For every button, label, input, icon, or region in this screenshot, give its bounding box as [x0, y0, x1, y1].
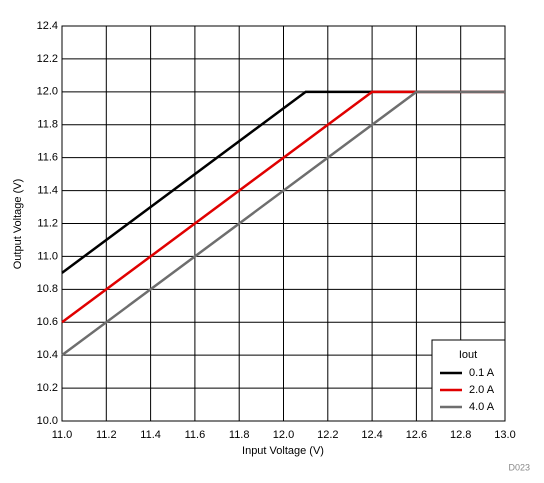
x-tick-label: 12.6: [406, 429, 427, 441]
x-tick-label: 13.0: [494, 429, 515, 441]
y-tick-label: 12.0: [37, 86, 58, 98]
y-tick-label: 10.2: [37, 382, 58, 394]
legend-label: 2.0 A: [469, 384, 495, 396]
x-tick-label: 11.0: [52, 429, 73, 441]
x-axis-label: Input Voltage (V): [242, 445, 324, 457]
legend-label: 0.1 A: [469, 367, 495, 379]
y-tick-label: 11.2: [37, 217, 58, 229]
y-tick-label: 10.0: [37, 415, 58, 427]
legend-title: Iout: [459, 349, 477, 361]
y-tick-label: 10.6: [37, 316, 58, 328]
y-tick-label: 11.4: [37, 184, 58, 196]
series-line: [61, 90, 505, 357]
y-tick-label: 10.8: [37, 283, 58, 295]
y-tick-label: 10.4: [37, 349, 58, 361]
x-tick-label: 12.4: [361, 429, 382, 441]
x-tick-label: 11.2: [96, 429, 117, 441]
legend-label: 4.0 A: [469, 401, 495, 413]
y-tick-label: 11.6: [37, 152, 58, 164]
y-tick-label: 12.4: [37, 20, 58, 32]
x-tick-label: 11.6: [185, 429, 206, 441]
x-tick-label: 12.2: [317, 429, 338, 441]
x-tick-label: 11.4: [140, 429, 161, 441]
x-tick-label: 12.8: [450, 429, 471, 441]
x-tick-label: 12.0: [273, 429, 294, 441]
y-tick-label: 11.8: [37, 119, 58, 131]
x-tick-label: 11.8: [229, 429, 250, 441]
plot-border: [61, 25, 506, 422]
y-tick-label: 11.0: [37, 250, 58, 262]
figure-id: D023: [508, 462, 530, 472]
y-axis-label: Output Voltage (V): [12, 179, 24, 270]
y-tick-label: 12.2: [37, 53, 58, 65]
